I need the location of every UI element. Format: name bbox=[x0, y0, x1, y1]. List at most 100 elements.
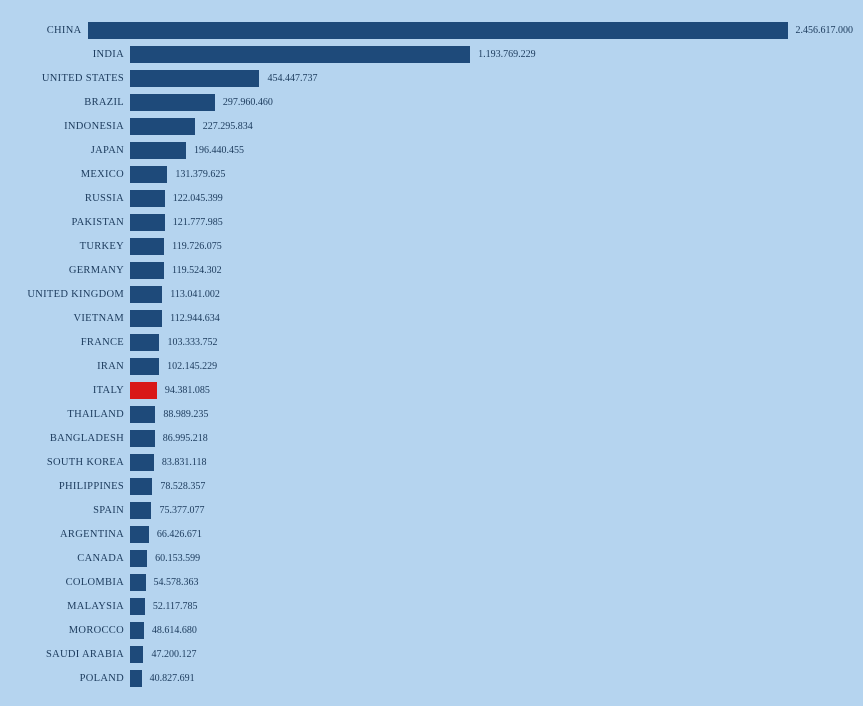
bar-row: CANADA 60.153.599 bbox=[0, 546, 853, 570]
bar-area: 119.524.302 bbox=[130, 258, 853, 282]
bar-area: 131.379.625 bbox=[130, 162, 853, 186]
value-label: 40.827.691 bbox=[142, 673, 195, 684]
bar-chart: CHINA2.456.617.000INDIA1.193.769.229UNIT… bbox=[0, 18, 853, 688]
value-label: 2.456.617.000 bbox=[788, 25, 854, 36]
value-label: 88.989.235 bbox=[155, 409, 208, 420]
bar bbox=[130, 214, 165, 231]
bar-row: SOUTH KOREA 83.831.118 bbox=[0, 450, 853, 474]
bar-area: 40.827.691 bbox=[130, 666, 853, 690]
value-label: 94.381.085 bbox=[157, 385, 210, 396]
bar bbox=[130, 646, 143, 663]
country-label: FRANCE bbox=[0, 337, 130, 348]
country-label: SPAIN bbox=[0, 505, 130, 516]
value-label: 112.944.634 bbox=[162, 313, 220, 324]
value-label: 297.960.460 bbox=[215, 97, 273, 108]
value-label: 119.726.075 bbox=[164, 241, 222, 252]
country-label: BANGLADESH bbox=[0, 433, 130, 444]
country-label: BRAZIL bbox=[0, 97, 130, 108]
bar bbox=[130, 94, 215, 111]
bar bbox=[130, 454, 154, 471]
country-label: MEXICO bbox=[0, 169, 130, 180]
country-label: TURKEY bbox=[0, 241, 130, 252]
bar-row: PHILIPPINES78.528.357 bbox=[0, 474, 853, 498]
bar-area: 1.193.769.229 bbox=[130, 42, 853, 66]
bar-area: 113.041.002 bbox=[130, 282, 853, 306]
bar bbox=[130, 118, 195, 135]
value-label: 122.045.399 bbox=[165, 193, 223, 204]
country-label: PAKISTAN bbox=[0, 217, 130, 228]
bar bbox=[130, 430, 155, 447]
bar-area: 454.447.737 bbox=[130, 66, 853, 90]
bar bbox=[130, 574, 146, 591]
bar-row: SAUDI ARABIA47.200.127 bbox=[0, 642, 853, 666]
country-label: SOUTH KOREA bbox=[0, 457, 130, 468]
bar-area: 83.831.118 bbox=[130, 450, 853, 474]
country-label: COLOMBIA bbox=[0, 577, 130, 588]
country-label: MOROCCO bbox=[0, 625, 130, 636]
bar bbox=[130, 190, 165, 207]
bar-area: 86.995.218 bbox=[130, 426, 853, 450]
value-label: 60.153.599 bbox=[147, 553, 200, 564]
bar-row: MOROCCO48.614.680 bbox=[0, 618, 853, 642]
bar-row: TURKEY 119.726.075 bbox=[0, 234, 853, 258]
bar-area: 60.153.599 bbox=[130, 546, 853, 570]
bar-area: 103.333.752 bbox=[130, 330, 853, 354]
bar-area: 2.456.617.000 bbox=[88, 18, 854, 42]
country-label: INDONESIA bbox=[0, 121, 130, 132]
country-label: IRAN bbox=[0, 361, 130, 372]
value-label: 454.447.737 bbox=[259, 73, 317, 84]
value-label: 54.578.363 bbox=[146, 577, 199, 588]
bar bbox=[130, 310, 162, 327]
bar-row: FRANCE 103.333.752 bbox=[0, 330, 853, 354]
country-label: CHINA bbox=[0, 25, 88, 36]
bar-row: ARGENTINA66.426.671 bbox=[0, 522, 853, 546]
bar-area: 102.145.229 bbox=[130, 354, 853, 378]
bar-area: 48.614.680 bbox=[130, 618, 853, 642]
bar-row: MEXICO131.379.625 bbox=[0, 162, 853, 186]
bar-area: 88.989.235 bbox=[130, 402, 853, 426]
bar-row: BRAZIL 297.960.460 bbox=[0, 90, 853, 114]
bar bbox=[130, 142, 186, 159]
value-label: 83.831.118 bbox=[154, 457, 207, 468]
country-label: ITALY bbox=[0, 385, 130, 396]
bar bbox=[130, 598, 145, 615]
country-label: CANADA bbox=[0, 553, 130, 564]
bar-row: PAKISTAN121.777.985 bbox=[0, 210, 853, 234]
bar bbox=[130, 550, 147, 567]
bar bbox=[130, 502, 151, 519]
value-label: 66.426.671 bbox=[149, 529, 202, 540]
country-label: INDIA bbox=[0, 49, 130, 60]
bar-row: JAPAN196.440.455 bbox=[0, 138, 853, 162]
bar bbox=[130, 286, 162, 303]
bar-area: 52.117.785 bbox=[130, 594, 853, 618]
country-label: VIETNAM bbox=[0, 313, 130, 324]
bar-area: 122.045.399 bbox=[130, 186, 853, 210]
bar-area: 94.381.085 bbox=[130, 378, 853, 402]
bar-row: GERMANY119.524.302 bbox=[0, 258, 853, 282]
country-label: PHILIPPINES bbox=[0, 481, 130, 492]
country-label: RUSSIA bbox=[0, 193, 130, 204]
bar-area: 112.944.634 bbox=[130, 306, 853, 330]
value-label: 103.333.752 bbox=[159, 337, 217, 348]
bar-area: 297.960.460 bbox=[130, 90, 853, 114]
bar-area: 227.295.834 bbox=[130, 114, 853, 138]
bar-area: 196.440.455 bbox=[130, 138, 853, 162]
value-label: 52.117.785 bbox=[145, 601, 198, 612]
bar bbox=[130, 406, 155, 423]
value-label: 86.995.218 bbox=[155, 433, 208, 444]
bar-area: 121.777.985 bbox=[130, 210, 853, 234]
country-label: MALAYSIA bbox=[0, 601, 130, 612]
value-label: 113.041.002 bbox=[162, 289, 220, 300]
country-label: POLAND bbox=[0, 673, 130, 684]
value-label: 196.440.455 bbox=[186, 145, 244, 156]
bar-row: THAILAND88.989.235 bbox=[0, 402, 853, 426]
bar-area: 47.200.127 bbox=[130, 642, 853, 666]
bar-row: CHINA 2.456.617.000 bbox=[0, 18, 853, 42]
bar bbox=[130, 70, 259, 87]
bar-row: COLOMBIA 54.578.363 bbox=[0, 570, 853, 594]
bar-highlight bbox=[130, 382, 157, 399]
bar bbox=[130, 358, 159, 375]
country-label: SAUDI ARABIA bbox=[0, 649, 130, 660]
country-label: GERMANY bbox=[0, 265, 130, 276]
bar-area: 75.377.077 bbox=[130, 498, 853, 522]
